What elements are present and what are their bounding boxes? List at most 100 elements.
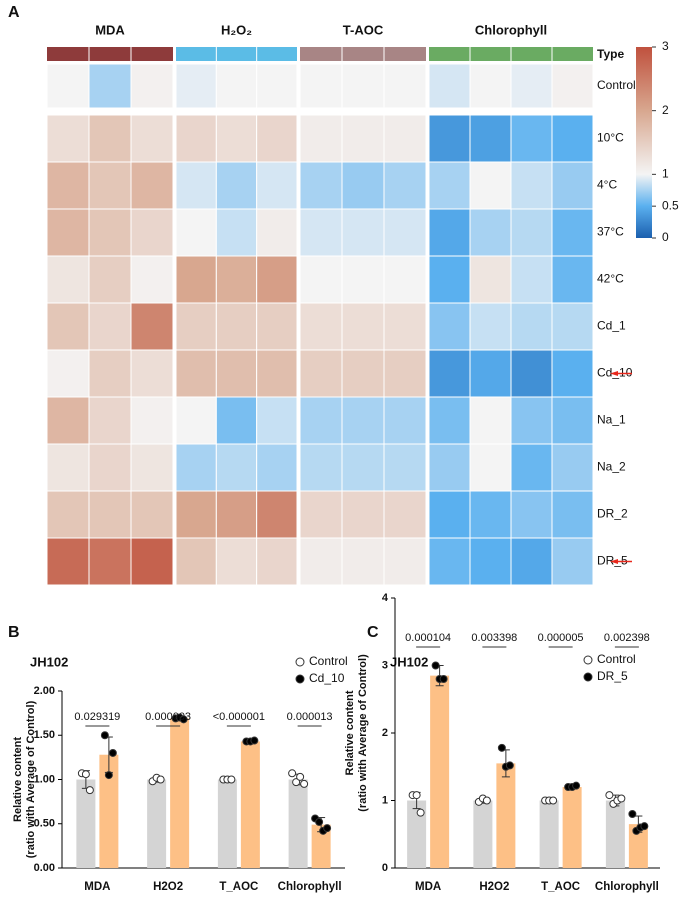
heat-cell — [383, 443, 427, 492]
group-title: MDA — [95, 22, 125, 37]
heat-cell — [551, 255, 594, 304]
heat-cell — [130, 208, 174, 257]
heat-cell — [383, 63, 427, 109]
heat-cell — [383, 349, 427, 398]
panel-label: A — [8, 4, 20, 21]
data-point — [617, 794, 626, 803]
data-point — [482, 796, 491, 805]
heat-cell — [256, 208, 298, 257]
heat-cell — [428, 396, 471, 445]
heat-cell — [428, 255, 471, 304]
y-tick-label: 1.50 — [34, 729, 55, 741]
heat-cell — [215, 208, 258, 257]
heat-cell — [256, 443, 298, 492]
heat-cell — [299, 490, 343, 539]
type-strip — [47, 47, 173, 61]
data-point — [572, 781, 581, 790]
y-axis-label: (ratio with Average of Control) — [25, 700, 37, 858]
data-point — [431, 661, 440, 670]
heat-cell — [469, 63, 512, 109]
heat-cell — [469, 396, 512, 445]
heat-cell — [215, 396, 258, 445]
row-label: 10°C — [597, 131, 624, 145]
heat-cell — [341, 208, 385, 257]
type-label: Type — [597, 47, 624, 61]
type-strip — [300, 47, 426, 61]
heat-cell — [341, 443, 385, 492]
heat-cell — [469, 114, 512, 163]
heat-cell — [383, 114, 427, 163]
heat-cell — [341, 255, 385, 304]
heat-cell — [510, 114, 553, 163]
heat-cell — [46, 537, 90, 586]
heat-cell — [299, 161, 343, 210]
heat-cell — [88, 161, 132, 210]
legend-label: Control — [597, 652, 636, 666]
heat-cell — [130, 255, 174, 304]
row-label: 42°C — [597, 272, 624, 286]
data-point — [505, 761, 514, 770]
heat-cell — [428, 443, 471, 492]
heat-cell — [469, 161, 512, 210]
row-label: DR_5 — [597, 554, 628, 568]
y-axis-label: Relative content — [344, 690, 356, 775]
heat-cell — [469, 443, 512, 492]
heat-cell — [551, 490, 594, 539]
heat-cell — [469, 302, 512, 351]
heat-cell — [175, 490, 217, 539]
bar — [562, 787, 582, 868]
y-tick-label: 1 — [382, 794, 388, 806]
p-value: 0.002398 — [604, 632, 650, 644]
heat-cell — [46, 443, 90, 492]
bar — [240, 741, 260, 868]
y-tick-label: 2.00 — [34, 685, 55, 697]
heat-cell — [428, 537, 471, 586]
heat-cell — [215, 443, 258, 492]
legend-label: Control — [309, 654, 348, 668]
data-point — [288, 769, 297, 778]
heat-cell — [215, 349, 258, 398]
bar — [628, 824, 648, 868]
heat-cell — [88, 208, 132, 257]
bar — [99, 754, 119, 868]
heat-cell — [383, 208, 427, 257]
heat-cell — [130, 490, 174, 539]
x-tick-label: T_AOC — [219, 881, 258, 893]
bar — [170, 718, 190, 868]
row-label: Control — [597, 78, 636, 92]
data-point — [497, 743, 506, 752]
heat-cell — [46, 114, 90, 163]
heat-cell — [299, 255, 343, 304]
heat-cell — [299, 443, 343, 492]
legend-marker — [295, 674, 305, 684]
row-label: Na_2 — [597, 460, 626, 474]
heat-cell — [469, 490, 512, 539]
data-point — [100, 731, 109, 740]
bar — [473, 800, 493, 868]
heat-cell — [510, 349, 553, 398]
data-point — [300, 779, 309, 788]
heat-cell — [510, 396, 553, 445]
data-point — [108, 748, 117, 757]
heat-cell — [88, 302, 132, 351]
data-point — [296, 772, 305, 781]
row-label: Cd_1 — [597, 319, 626, 333]
heat-cell — [428, 208, 471, 257]
heat-cell — [383, 490, 427, 539]
colorbar-tick-label: 3 — [662, 39, 669, 53]
heat-cell — [88, 490, 132, 539]
heat-cell — [175, 114, 217, 163]
heat-cell — [130, 161, 174, 210]
heat-cell — [383, 302, 427, 351]
heat-cell — [551, 161, 594, 210]
x-tick-label: H2O2 — [153, 881, 183, 893]
heat-cell — [256, 490, 298, 539]
data-point — [412, 791, 421, 800]
heat-cell — [88, 114, 132, 163]
data-point — [549, 796, 558, 805]
bar — [539, 800, 559, 868]
heat-cell — [383, 396, 427, 445]
heat-cell — [175, 537, 217, 586]
heat-cell — [299, 114, 343, 163]
data-point — [85, 786, 94, 795]
